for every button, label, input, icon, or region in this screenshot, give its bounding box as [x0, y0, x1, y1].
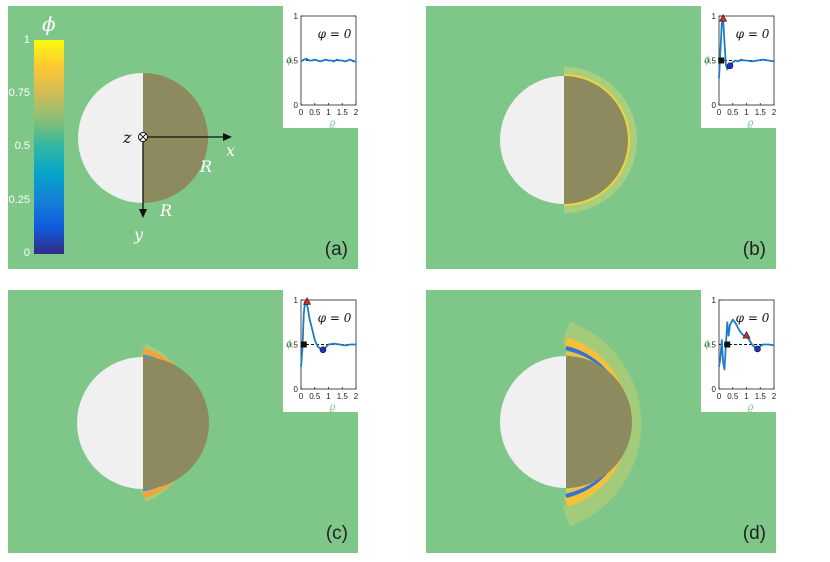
inset-title: φ = 0 [318, 311, 352, 325]
x-tick-label: 0.5 [727, 108, 739, 117]
particle-left-half [500, 76, 564, 204]
inset-svg: 0 0.5 1 0 0.5 1 1.5 2 φ = 0 ϕ ϱ [704, 12, 776, 128]
inset-xlabel: ϱ [330, 402, 336, 412]
x-tick-label: 1 [744, 108, 749, 117]
triangle-marker [303, 297, 312, 305]
particle-right-half [566, 356, 632, 488]
inset-svg: 0 0.5 1 0 0.5 1 1.5 2 φ = 0 ϕ ϱ [286, 296, 358, 412]
y-tick-label: 0.5 [287, 341, 299, 350]
x-tick-label: 1.5 [337, 392, 349, 401]
inset-svg: 0 0.5 1 0 0.5 1 1.5 2 φ = 0 ϕ ϱ [704, 296, 776, 412]
panel-label-d: (d) [742, 523, 766, 544]
y-tick-label: 0.5 [287, 57, 299, 66]
panel-a: z x y R R 1 [8, 6, 358, 269]
colorbar: 1 0.75 0.5 0.25 0 [9, 34, 64, 259]
panel-label-c: (c) [325, 523, 348, 544]
particle-right-half [143, 73, 208, 203]
inset-plot-c: 0 0.5 1 0 0.5 1 1.5 2 φ = 0 ϕ ϱ [283, 290, 358, 412]
x-tick-label: 0.5 [727, 392, 739, 401]
colorbar-tick-0-25: 0.25 [8, 194, 30, 206]
inset-plot-b: 0 0.5 1 0 0.5 1 1.5 2 φ = 0 ϕ ϱ [701, 6, 776, 128]
particle [77, 357, 209, 489]
circle-marker [754, 345, 761, 353]
radius-label-vertical: R [159, 201, 172, 220]
particle-left-half [77, 357, 143, 489]
particle [78, 73, 208, 203]
y-tick-label: 1 [294, 12, 299, 21]
inset-plot-a: 0 0.5 1 0 0.5 1 1.5 2 φ = 0 ϕ ϱ [283, 6, 358, 128]
y-tick-label: 1 [294, 296, 299, 305]
inset-xlabel: ϱ [748, 118, 754, 128]
x-tick-label: 0 [299, 108, 304, 117]
inset-plot-d: 0 0.5 1 0 0.5 1 1.5 2 φ = 0 ϕ ϱ [701, 290, 776, 412]
y-tick-label: 0 [294, 101, 299, 110]
series-line [718, 17, 775, 79]
coordinate-axes: z x y R R [122, 128, 235, 244]
colorbar-title: ϕ [42, 12, 56, 36]
radius-label-horizontal: R [199, 157, 212, 176]
concentration-halo [563, 67, 637, 213]
colorbar-gradient [34, 40, 64, 254]
y-tick-label: 1 [712, 296, 717, 305]
x-tick-label: 2 [772, 392, 776, 401]
particle-left-half [78, 73, 143, 203]
y-tick-label: 0 [712, 101, 717, 110]
particle-right-half [143, 357, 209, 489]
particle-left-half [500, 356, 566, 488]
x-tick-label: 0 [717, 392, 722, 401]
inset-title: φ = 0 [736, 311, 770, 325]
particle [500, 76, 628, 204]
circle-marker [319, 346, 327, 354]
triangle-marker [719, 14, 728, 22]
inset-svg: 0 0.5 1 0 0.5 1 1.5 2 φ = 0 ϕ ϱ [286, 12, 358, 128]
x-tick-label: 2 [772, 108, 776, 117]
square-marker [724, 341, 731, 348]
colorbar-tick-1: 1 [23, 34, 30, 46]
x-tick-label: 0.5 [309, 392, 321, 401]
square-marker [300, 341, 307, 348]
colorbar-tick-0: 0 [23, 247, 30, 259]
x-tick-label: 0 [299, 392, 304, 401]
panel-label-b: (b) [742, 239, 766, 260]
x-tick-label: 1.5 [755, 108, 767, 117]
colorbar-tick-0-75: 0.75 [8, 87, 30, 99]
panel-label-a: (a) [324, 239, 348, 260]
z-axis-label: z [122, 128, 132, 147]
colorbar-tick-0-5: 0.5 [14, 140, 30, 152]
particle [500, 356, 632, 488]
inset-ylabel: ϕ [286, 340, 293, 351]
x-tick-label: 2 [354, 392, 358, 401]
x-tick-label: 0 [717, 108, 722, 117]
y-tick-label: 0.5 [705, 57, 717, 66]
panel-b: 0 0.5 1 0 0.5 1 1.5 2 φ = 0 ϕ ϱ (b) [426, 6, 776, 269]
x-tick-label: 2 [354, 108, 358, 117]
inset-ylabel: ϕ [704, 340, 711, 351]
inset-xlabel: ϱ [748, 402, 754, 412]
panel-c: 0 0.5 1 0 0.5 1 1.5 2 φ = 0 ϕ ϱ (c) [8, 290, 358, 553]
y-tick-label: 0 [712, 385, 717, 394]
x-tick-label: 1.5 [337, 108, 349, 117]
inset-xlabel: ϱ [330, 118, 336, 128]
panel-d: 0 0.5 1 0 0.5 1 1.5 2 φ = 0 ϕ ϱ (d) [426, 290, 776, 553]
x-axis-label: x [226, 141, 235, 160]
x-tick-label: 1.5 [755, 392, 767, 401]
x-tick-label: 0.5 [309, 108, 321, 117]
y-axis-label: y [133, 225, 144, 244]
y-tick-label: 1 [712, 12, 717, 21]
inset-title: φ = 0 [318, 27, 352, 41]
circle-marker [726, 62, 734, 70]
inset-ylabel: ϕ [704, 56, 711, 67]
series-line [300, 57, 356, 63]
y-tick-label: 0.5 [705, 341, 717, 350]
square-marker [718, 57, 725, 64]
inset-ylabel: ϕ [286, 56, 293, 67]
y-tick-label: 0 [294, 385, 299, 394]
x-tick-label: 1 [744, 392, 749, 401]
x-tick-label: 1 [326, 392, 331, 401]
triangle-marker [742, 330, 751, 339]
particle-right-half [564, 76, 628, 204]
inset-title: φ = 0 [736, 27, 770, 41]
x-tick-label: 1 [326, 108, 331, 117]
